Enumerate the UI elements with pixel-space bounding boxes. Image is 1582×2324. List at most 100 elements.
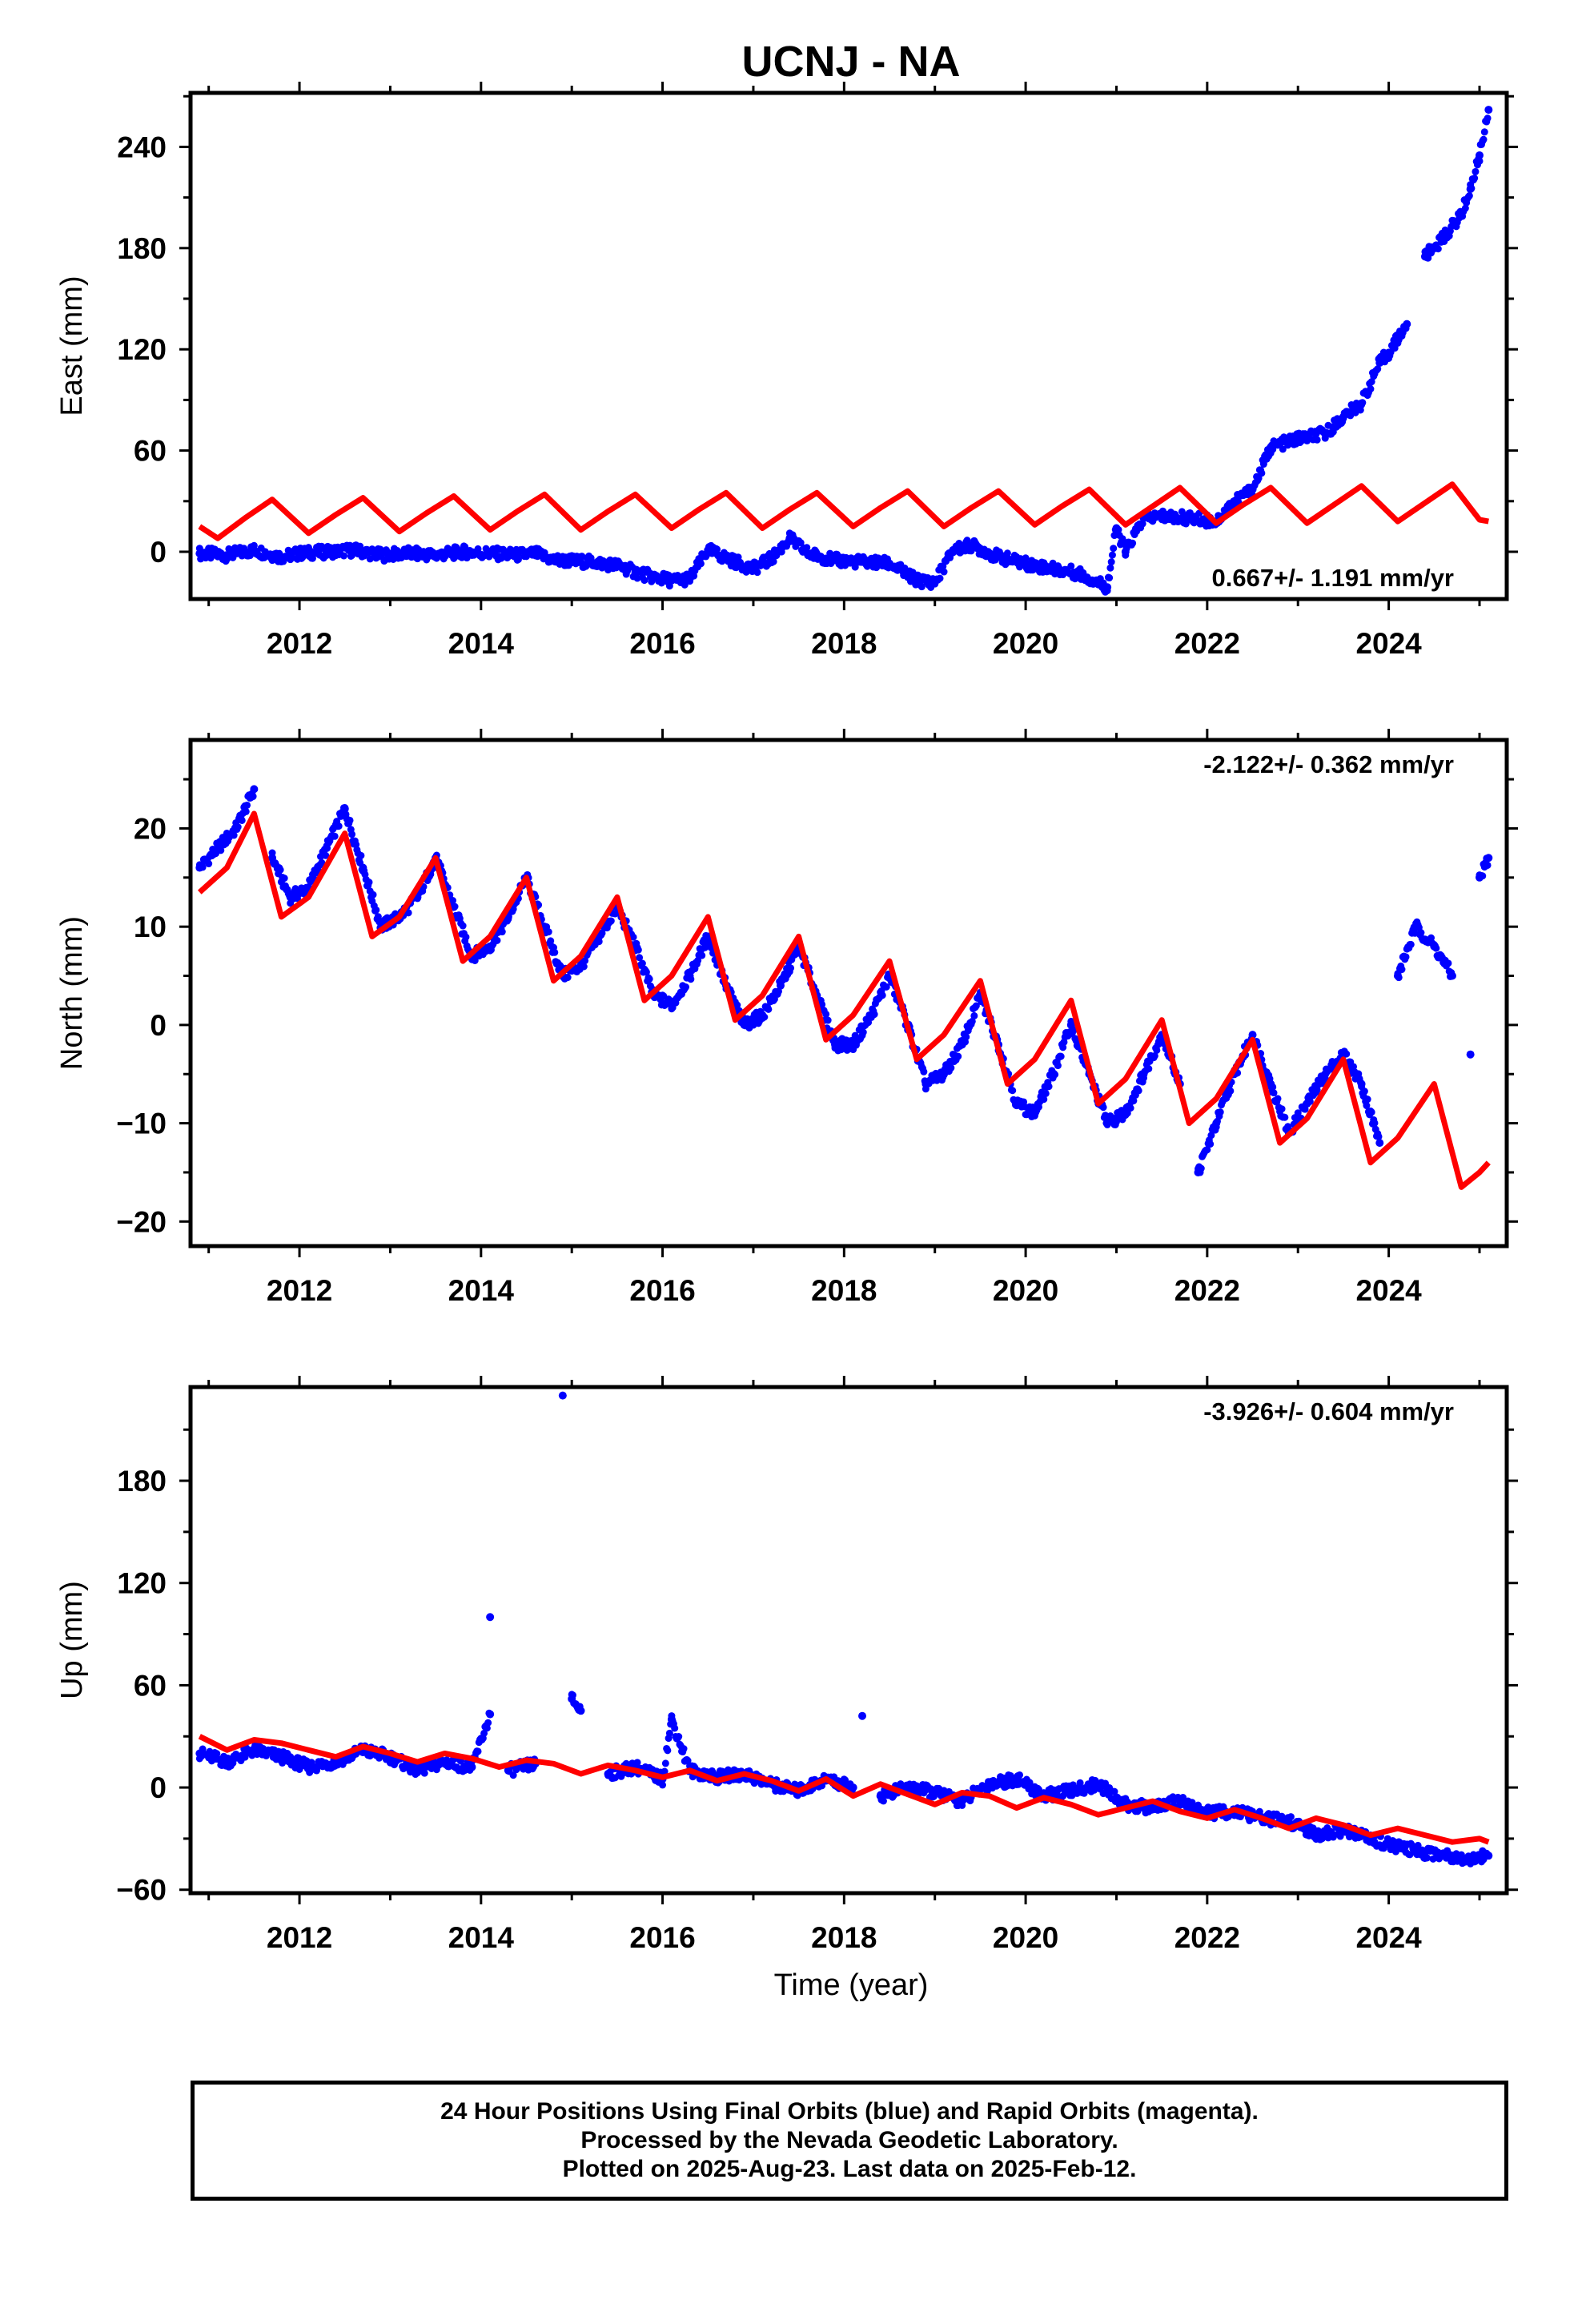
north-observed-point	[280, 875, 288, 883]
north-observed-point	[1134, 1087, 1142, 1095]
east-y-tick-label: 240	[117, 131, 167, 163]
north-observed-point	[335, 822, 343, 830]
north-observed-point	[199, 863, 207, 871]
north-observed-point	[1417, 929, 1425, 937]
up-observed-point	[213, 1750, 221, 1758]
chart-title: UCNJ - NA	[741, 38, 960, 86]
north-observed-point	[687, 975, 695, 983]
north-y-tick-label: 0	[150, 1009, 167, 1042]
east-observed-point	[1367, 378, 1375, 386]
up-observed-point	[858, 1711, 867, 1720]
up-observed-point	[1287, 1813, 1295, 1821]
east-observed-point	[1138, 520, 1146, 528]
east-observed-point	[1484, 106, 1493, 115]
north-observed-point	[493, 936, 501, 944]
up-observed-point	[558, 1391, 567, 1400]
east-observed-point	[1468, 184, 1476, 192]
north-observed-point	[1371, 1119, 1379, 1127]
north-y-tick-label: 20	[134, 812, 167, 845]
east-observed-point	[1461, 204, 1469, 212]
up-frame	[188, 1385, 1509, 1896]
east-observed-point	[765, 549, 773, 557]
up-observed-point	[1016, 1771, 1024, 1779]
north-observed-point	[1398, 966, 1406, 974]
east-observed-point	[1110, 545, 1118, 553]
east-observed-point	[797, 539, 805, 547]
up-observed-point	[1179, 1794, 1187, 1802]
north-observed-point	[249, 793, 257, 801]
east-observed-point	[1359, 399, 1367, 407]
east-y-tick-label: 180	[117, 232, 167, 265]
up-observed-point	[568, 1691, 576, 1699]
north-observed-point	[404, 909, 412, 917]
north-observed-point	[774, 987, 782, 995]
east-observed-point	[1258, 469, 1266, 477]
north-observed-point	[698, 951, 706, 959]
north-x-tick-label: 2018	[811, 1274, 877, 1307]
north-observed-point	[1216, 1108, 1224, 1116]
north-observed-point	[346, 816, 354, 824]
up-observed-point	[420, 1769, 428, 1777]
north-observed-point	[1444, 959, 1452, 967]
east-observed-point	[769, 557, 777, 565]
up-observed-points	[195, 1391, 1493, 1868]
up-observed-point	[1110, 1787, 1118, 1795]
north-observed-point	[1343, 1050, 1351, 1058]
north-observed-point	[1269, 1083, 1277, 1091]
north-observed-point	[1197, 1164, 1205, 1172]
north-x-tick-label: 2020	[993, 1274, 1058, 1307]
east-panel: 2012 2014 2016 2018 2020 2022 2024 0 60 120 180 240…	[55, 82, 1518, 660]
north-observed-point	[1432, 944, 1440, 952]
north-observed-point	[1227, 1087, 1235, 1095]
north-y-axis-label: North (mm)	[55, 916, 89, 1070]
east-observed-point	[1476, 157, 1484, 165]
north-model-line	[197, 810, 1491, 1190]
north-observed-point	[1363, 1096, 1371, 1104]
east-x-tick-label: 2022	[1174, 627, 1240, 660]
east-x-tick-label: 2020	[993, 627, 1058, 660]
footer-box: 24 Hour Positions Using Final Orbits (bl…	[191, 2081, 1508, 2201]
north-observed-point	[1139, 1074, 1147, 1082]
north-observed-point	[636, 954, 644, 962]
east-observed-point	[1107, 558, 1115, 566]
north-observed-point	[1203, 1146, 1211, 1154]
north-observed-point	[1051, 1071, 1059, 1079]
north-observed-point	[1375, 1139, 1384, 1148]
east-observed-point	[1471, 175, 1479, 183]
north-observed-point	[1099, 1104, 1107, 1112]
up-observed-point	[241, 1753, 249, 1761]
east-observed-point	[1472, 167, 1480, 175]
north-observed-point	[1057, 1052, 1065, 1060]
north-observed-point	[1274, 1095, 1282, 1103]
north-observed-point	[645, 975, 653, 983]
north-observed-point	[682, 983, 690, 991]
east-observed-point	[681, 581, 689, 589]
east-observed-point	[803, 544, 811, 552]
footer-line-1: 24 Hour Positions Using Final Orbits (bl…	[440, 2098, 1259, 2125]
east-observed-point	[1465, 191, 1473, 199]
north-x-tick-label: 2012	[267, 1274, 332, 1307]
north-observed-point	[564, 974, 572, 982]
east-observed-point	[1114, 525, 1122, 533]
east-y-tick-label: 120	[117, 333, 167, 366]
up-observed-point	[675, 1733, 683, 1741]
east-observed-point	[753, 569, 761, 577]
east-observed-point	[1106, 564, 1114, 572]
east-model-line	[198, 481, 1489, 541]
north-x-tick-label: 2022	[1174, 1274, 1240, 1307]
north-observed-point	[972, 1002, 980, 1010]
panels: 2012 2014 2016 2018 2020 2022 2024 0 60 120 180 240…	[55, 82, 1518, 1954]
east-x-tick-label: 2018	[811, 627, 877, 660]
up-observed-point	[484, 1719, 492, 1727]
up-observed-point	[229, 1759, 237, 1767]
north-observed-point	[968, 1017, 976, 1025]
east-observed-point	[917, 583, 926, 591]
north-observed-point	[761, 1013, 769, 1021]
north-observed-point	[1278, 1105, 1286, 1113]
north-observed-point	[365, 879, 373, 887]
north-observed-point	[1466, 1050, 1475, 1059]
north-observed-point	[357, 851, 365, 859]
north-panel: 2012 2014 2016 2018 2020 2022 2024 −20 −10 0 10 20 N…	[55, 729, 1518, 1307]
north-observed-point	[1067, 1017, 1075, 1025]
north-observed-point	[970, 1011, 978, 1019]
